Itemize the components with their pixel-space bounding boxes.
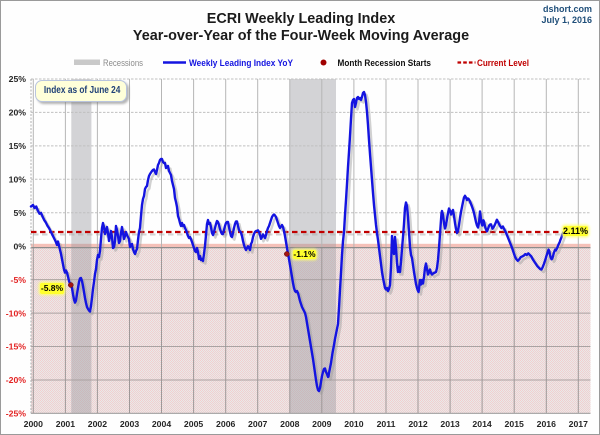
svg-text:2010: 2010: [344, 419, 363, 429]
svg-text:2011: 2011: [377, 419, 396, 429]
svg-text:2005: 2005: [184, 419, 203, 429]
svg-text:2017: 2017: [569, 419, 588, 429]
svg-text:-10%: -10%: [6, 308, 27, 318]
svg-text:25%: 25%: [9, 74, 27, 84]
svg-text:2001: 2001: [56, 419, 75, 429]
svg-text:10%: 10%: [9, 175, 27, 185]
svg-text:2014: 2014: [472, 419, 491, 429]
svg-text:5%: 5%: [13, 208, 26, 218]
svg-text:2006: 2006: [216, 419, 235, 429]
svg-text:2002: 2002: [88, 419, 107, 429]
svg-text:Month Recession Starts: Month Recession Starts: [338, 58, 432, 69]
svg-text:-15%: -15%: [6, 342, 27, 352]
svg-text:2008: 2008: [280, 419, 299, 429]
svg-text:2003: 2003: [120, 419, 139, 429]
svg-text:-25%: -25%: [6, 409, 27, 419]
svg-text:2009: 2009: [312, 419, 331, 429]
svg-text:15%: 15%: [9, 141, 27, 151]
svg-text:2007: 2007: [248, 419, 267, 429]
svg-text:2016: 2016: [537, 419, 556, 429]
svg-text:-20%: -20%: [6, 375, 27, 385]
svg-text:2004: 2004: [152, 419, 171, 429]
svg-text:2012: 2012: [408, 419, 427, 429]
svg-text:2015: 2015: [505, 419, 524, 429]
svg-text:Weekly Leading Index YoY: Weekly Leading Index YoY: [189, 58, 294, 69]
svg-text:2000: 2000: [24, 419, 43, 429]
svg-text:Recessions: Recessions: [103, 58, 143, 68]
svg-text:Current Level: Current Level: [477, 58, 529, 69]
svg-text:0%: 0%: [13, 241, 26, 251]
svg-text:-5%: -5%: [11, 275, 27, 285]
svg-text:20%: 20%: [9, 108, 27, 118]
svg-text:2013: 2013: [440, 419, 459, 429]
